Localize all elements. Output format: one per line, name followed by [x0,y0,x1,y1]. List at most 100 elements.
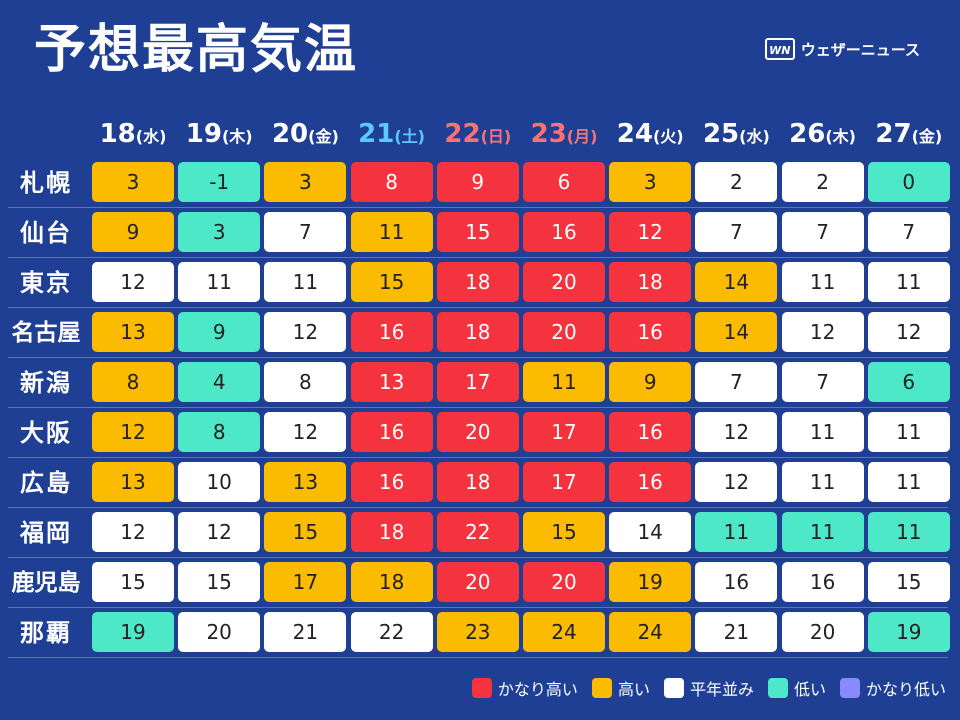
temperature-cell: 20 [781,612,864,652]
temperature-cell: 8 [178,412,261,452]
temperature-cell: 12 [92,512,174,552]
temperature-cell: 13 [350,362,433,402]
temperature-cell: 15 [264,512,347,552]
date-weekday: (火) [652,127,684,146]
temperature-cell: 15 [178,562,261,602]
temperature-cell: 24 [523,612,605,652]
temperature-cell: 11 [867,262,950,302]
row-divider [8,407,948,408]
temperature-cell: 7 [781,362,864,402]
temperature-cell: 13 [92,462,174,502]
temperature-cell: 12 [867,312,950,352]
temperature-cell: 15 [867,562,950,602]
table-row: 那覇 19 20 21 22 23 24 24 21 20 19 [0,608,960,658]
temperature-cell: 15 [436,212,519,252]
legend-label: 低い [793,680,826,699]
date-weekday: (土) [394,127,425,146]
date-weekday: (月) [566,127,598,146]
temperature-cell: 11 [350,212,433,252]
temperature-cell: 3 [609,162,692,202]
temperature-cell: 16 [350,462,433,502]
temperature-cell: 20 [436,412,519,452]
city-name: 広島 [20,469,72,497]
date-day: 19 [185,119,222,149]
temperature-cell: -1 [178,162,261,202]
temperature-cell: 21 [264,612,347,652]
legend-item: 高い [591,676,650,700]
row-divider [8,357,948,358]
city-name: 大阪 [20,419,72,447]
row-divider [8,207,948,208]
legend-swatch [839,678,860,698]
date-day: 22 [444,119,481,149]
table-row: 大阪 12 8 12 16 20 17 16 12 11 11 [0,408,960,458]
table-row: 札幌 3 -1 3 8 9 6 3 2 2 0 [0,158,960,208]
date-header-cell: 22(日) [435,114,521,157]
date-day: 25 [702,119,740,149]
temperature-cell: 16 [609,412,692,452]
row-divider [8,457,948,458]
temperature-cell: 11 [867,412,950,452]
temperature-cell: 11 [178,262,261,302]
date-day: 23 [530,119,567,149]
date-header-cell: 18(水) [90,114,176,157]
temperature-cell: 12 [695,462,778,502]
date-header: 18(水) 19(木) 20(金) 21(土) 22(日) 23(月) 24(火) 25(水)… [90,114,954,156]
date-weekday: (水) [739,127,770,146]
temperature-cell: 12 [264,312,347,352]
row-divider [8,557,948,558]
legend-label: かなり高い [497,680,578,699]
legend-item: 低い [767,676,826,700]
date-header-cell: 23(月) [521,114,607,157]
temperature-cell: 20 [436,562,519,602]
temperature-cell: 11 [523,362,605,402]
temperature-cell: 9 [92,212,174,252]
legend-label: かなり低い [865,680,946,699]
city-name: 札幌 [20,169,72,197]
legend-swatch [767,678,788,698]
temperature-cell: 17 [264,562,347,602]
row-divider [8,307,948,308]
temperature-cell: 16 [609,312,692,352]
date-weekday: (木) [825,127,856,146]
table-row: 広島 13 10 13 16 18 17 16 12 11 11 [0,458,960,508]
temperature-cell: 12 [695,412,778,452]
date-weekday: (水) [135,127,167,146]
temperature-cell: 10 [178,462,261,502]
city-name: 東京 [20,269,72,297]
temperature-cell: 7 [781,212,864,252]
legend-item: 平年並み [663,676,754,700]
legend-swatch [663,678,684,698]
temperature-cell: 3 [178,212,261,252]
temperature-cell: 8 [264,362,347,402]
temperature-cell: 15 [523,512,605,552]
date-header-cell: 21(土) [349,114,435,157]
temperature-cell: 21 [695,612,778,652]
temperature-cell: 23 [436,612,519,652]
temperature-cell: 18 [350,562,433,602]
legend-item: かなり低い [839,676,946,700]
temperature-cell: 7 [695,362,778,402]
date-header-cell: 26(木) [780,114,866,157]
temperature-cell: 18 [436,312,519,352]
row-divider [8,607,948,608]
temperature-cell: 11 [695,512,778,552]
temperature-cell: 6 [523,162,605,202]
temperature-cell: 16 [609,462,692,502]
temperature-cell: 19 [609,562,692,602]
temperature-cell: 11 [781,462,864,502]
temperature-cell: 20 [523,312,605,352]
temperature-cell: 9 [609,362,692,402]
temperature-cell: 24 [609,612,692,652]
date-weekday: (日) [480,127,512,146]
city-name: 名古屋 [11,320,81,346]
date-header-cell: 27(金) [866,114,952,157]
date-header-cell: 24(火) [607,114,693,157]
temperature-cell: 2 [781,162,864,202]
temperature-cell: 15 [350,262,433,302]
temperature-cell: 7 [867,212,950,252]
weathernews-logo: WN [764,38,795,60]
temperature-cell: 16 [350,412,433,452]
brand-name: ウェザーニュース [800,40,920,59]
row-divider [8,657,948,658]
